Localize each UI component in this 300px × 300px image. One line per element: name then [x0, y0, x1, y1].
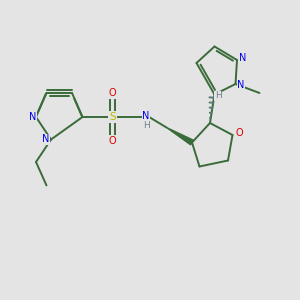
- Text: S: S: [109, 112, 116, 122]
- Text: N: N: [29, 112, 36, 122]
- Text: H: H: [143, 121, 149, 130]
- Text: O: O: [109, 88, 116, 98]
- Text: N: N: [42, 134, 49, 145]
- Text: N: N: [142, 110, 150, 121]
- Text: N: N: [239, 53, 246, 64]
- Text: O: O: [109, 136, 116, 146]
- Polygon shape: [167, 128, 194, 145]
- Text: H: H: [215, 92, 221, 100]
- Text: N: N: [237, 80, 244, 91]
- Text: O: O: [235, 128, 243, 139]
